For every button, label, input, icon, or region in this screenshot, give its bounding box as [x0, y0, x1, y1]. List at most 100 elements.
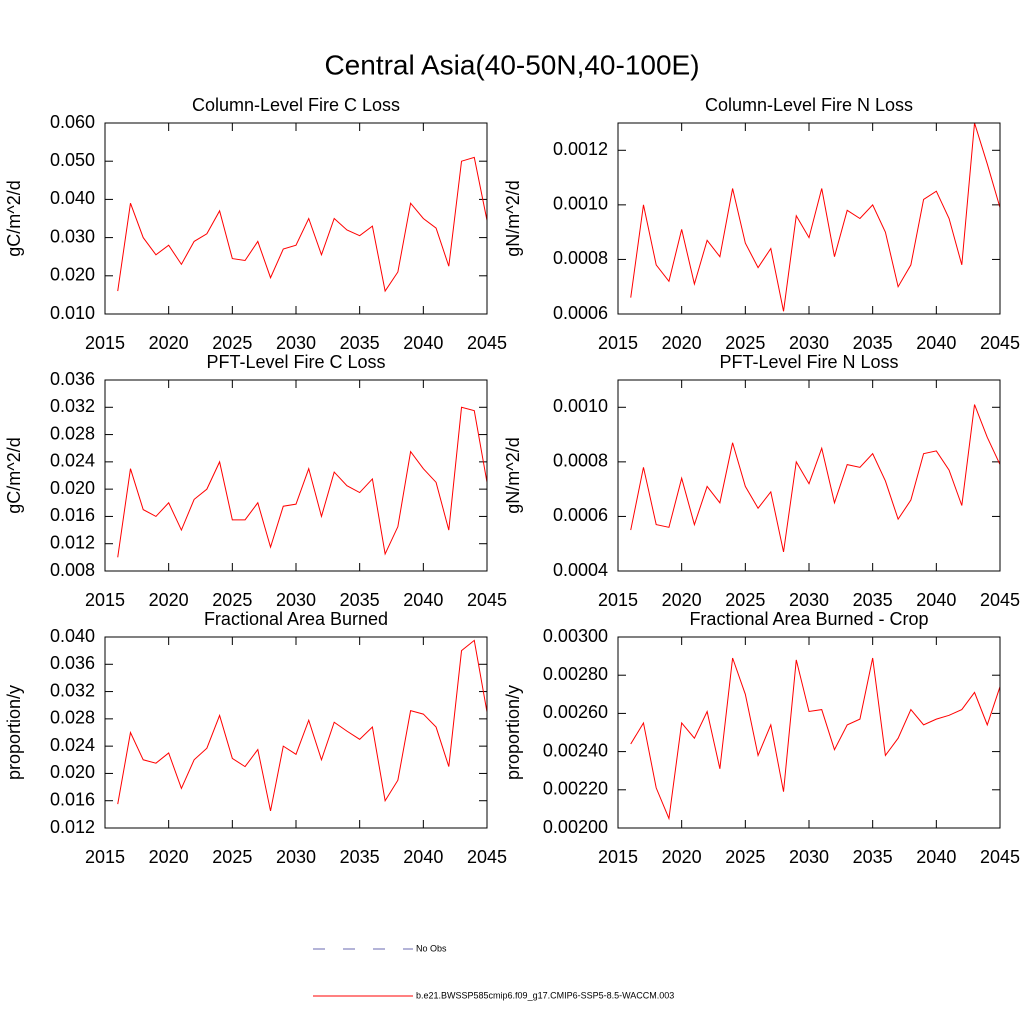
x-tick-label: 2030 [276, 590, 316, 610]
panel-title: Fractional Area Burned - Crop [689, 609, 928, 629]
y-tick-label: 0.036 [50, 369, 95, 389]
x-tick-label: 2020 [662, 333, 702, 353]
y-tick-label: 0.0006 [553, 505, 608, 525]
x-tick-label: 2020 [149, 847, 189, 867]
data-line [630, 404, 1001, 553]
x-tick-label: 2045 [467, 590, 507, 610]
panel-title: Column-Level Fire C Loss [192, 95, 400, 115]
figure-title: Central Asia(40-50N,40-100E) [324, 49, 699, 80]
plot-frame [104, 636, 488, 829]
data-line [117, 156, 488, 293]
x-tick-label: 2015 [85, 590, 125, 610]
y-tick-label: 0.032 [50, 396, 95, 416]
y-tick-label: 0.016 [50, 789, 95, 809]
x-tick-label: 2015 [598, 590, 638, 610]
y-tick-label: 0.040 [50, 626, 95, 646]
data-line [630, 122, 1001, 312]
x-tick-label: 2045 [980, 847, 1020, 867]
x-tick-label: 2020 [149, 590, 189, 610]
x-tick-label: 2020 [149, 333, 189, 353]
y-axis-label: gC/m^2/d [4, 437, 24, 513]
y-tick-label: 0.024 [50, 451, 95, 471]
x-tick-label: 2025 [725, 590, 765, 610]
y-tick-label: 0.00300 [543, 626, 608, 646]
x-tick-label: 2015 [598, 333, 638, 353]
y-tick-label: 0.00200 [543, 817, 608, 837]
x-tick-label: 2025 [725, 847, 765, 867]
plot-frame [104, 379, 488, 572]
y-tick-label: 0.00260 [543, 702, 608, 722]
y-tick-label: 0.012 [50, 817, 95, 837]
y-tick-label: 0.0006 [553, 303, 608, 323]
y-tick-label: 0.0004 [553, 560, 608, 580]
x-tick-label: 2045 [980, 590, 1020, 610]
y-tick-label: 0.028 [50, 708, 95, 728]
x-tick-label: 2030 [789, 333, 829, 353]
x-tick-label: 2020 [662, 847, 702, 867]
panel-title: PFT-Level Fire C Loss [206, 352, 385, 372]
x-tick-label: 2025 [212, 590, 252, 610]
x-tick-label: 2030 [276, 333, 316, 353]
x-tick-label: 2040 [403, 847, 443, 867]
y-tick-label: 0.010 [50, 303, 95, 323]
plot-frame [617, 122, 1001, 315]
x-tick-label: 2035 [340, 590, 380, 610]
y-axis-label: proportion/y [503, 685, 523, 780]
plot-frame [104, 122, 488, 315]
y-tick-label: 0.060 [50, 112, 95, 132]
x-tick-label: 2035 [853, 590, 893, 610]
x-tick-label: 2035 [340, 847, 380, 867]
y-tick-label: 0.016 [50, 505, 95, 525]
x-tick-label: 2025 [212, 847, 252, 867]
y-tick-label: 0.032 [50, 680, 95, 700]
y-tick-label: 0.00280 [543, 664, 608, 684]
y-tick-label: 0.024 [50, 735, 95, 755]
panel-title: Fractional Area Burned [204, 609, 388, 629]
y-tick-label: 0.0010 [553, 396, 608, 416]
data-line [117, 406, 488, 558]
y-tick-label: 0.008 [50, 560, 95, 580]
x-tick-label: 2035 [853, 847, 893, 867]
x-tick-label: 2040 [916, 590, 956, 610]
x-tick-label: 2045 [980, 333, 1020, 353]
x-tick-label: 2045 [467, 333, 507, 353]
plot-frame [617, 636, 1001, 829]
y-tick-label: 0.020 [50, 265, 95, 285]
data-line [117, 639, 488, 812]
x-tick-label: 2020 [662, 590, 702, 610]
x-tick-label: 2030 [789, 847, 829, 867]
y-tick-label: 0.0008 [553, 248, 608, 268]
x-tick-label: 2025 [212, 333, 252, 353]
x-tick-label: 2040 [916, 847, 956, 867]
x-tick-label: 2040 [403, 333, 443, 353]
y-tick-label: 0.00240 [543, 740, 608, 760]
legend-label: No Obs [416, 943, 447, 953]
y-axis-label: gN/m^2/d [503, 437, 523, 513]
y-tick-label: 0.028 [50, 423, 95, 443]
y-tick-label: 0.00220 [543, 779, 608, 799]
x-tick-label: 2015 [598, 847, 638, 867]
legend-label: b.e21.BWSSP585cmip6.f09_g17.CMIP6-SSP5-8… [416, 990, 674, 1000]
x-tick-label: 2045 [467, 847, 507, 867]
x-tick-label: 2025 [725, 333, 765, 353]
data-line [630, 657, 1001, 821]
y-tick-label: 0.030 [50, 226, 95, 246]
y-tick-label: 0.012 [50, 532, 95, 552]
y-tick-label: 0.0008 [553, 451, 608, 471]
y-tick-label: 0.040 [50, 188, 95, 208]
panel-title: Column-Level Fire N Loss [705, 95, 913, 115]
y-tick-label: 0.020 [50, 478, 95, 498]
y-tick-label: 0.0012 [553, 139, 608, 159]
x-tick-label: 2035 [340, 333, 380, 353]
y-axis-label: gC/m^2/d [4, 180, 24, 256]
x-tick-label: 2015 [85, 333, 125, 353]
x-tick-label: 2030 [789, 590, 829, 610]
x-tick-label: 2030 [276, 847, 316, 867]
y-axis-label: proportion/y [4, 685, 24, 780]
x-tick-label: 2040 [403, 590, 443, 610]
x-tick-label: 2035 [853, 333, 893, 353]
panel-title: PFT-Level Fire N Loss [719, 352, 898, 372]
y-tick-label: 0.0010 [553, 194, 608, 214]
